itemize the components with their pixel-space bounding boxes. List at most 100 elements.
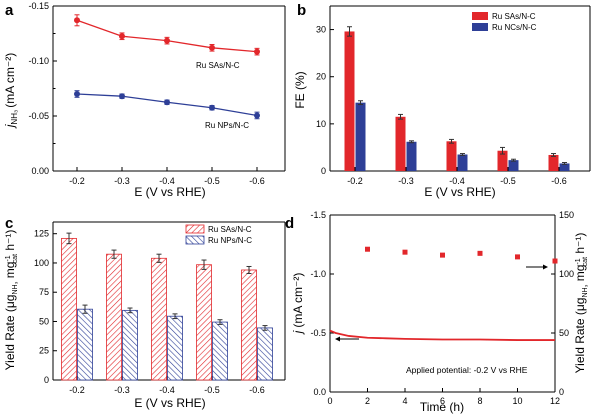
bar [122, 309, 138, 381]
y-label-sup: -1 [5, 255, 12, 261]
current-density-line [329, 329, 555, 341]
x-tick-label: -0.5 [204, 176, 220, 186]
y-axis-label: FE (%) [293, 71, 307, 108]
y-tick-label: 0.0 [313, 387, 326, 397]
y-tick-label: 125 [34, 229, 49, 239]
legend-label: Ru NPs/N-C [208, 236, 252, 245]
annotation: Applied potential: -0.2 V vs RHE [406, 365, 528, 375]
yield-rate-point [552, 258, 558, 264]
x-tick-label: -0.2 [69, 385, 85, 395]
bar [508, 160, 519, 171]
y-right-label-end: h⁻¹) [573, 233, 587, 257]
y-tick-label: -0.10 [28, 56, 49, 66]
series-label: Ru SAs/N-C [196, 61, 240, 70]
y-right-tick-label: 150 [559, 210, 574, 220]
panel-letter-d: d [285, 215, 294, 232]
x-tick-label: 6 [440, 396, 445, 406]
y-axis-label: j (mA cm⁻²) [291, 273, 305, 336]
y-tick-label: 10 [316, 119, 326, 129]
y-label-main: FE (%) [293, 71, 307, 108]
bar [167, 315, 183, 381]
y-axis-label: Yield Rate (μgNH₃ mg-1cat h⁻¹) [3, 230, 19, 371]
x-tick-label: -0.5 [204, 385, 220, 395]
y-right-label-sub: NH₃ [582, 284, 589, 297]
data-point [209, 44, 215, 51]
x-tick-label: 8 [477, 396, 482, 406]
x-axis-label: Time (h) [420, 400, 464, 414]
legend-swatch [185, 235, 205, 245]
bar [151, 257, 167, 381]
bar [406, 141, 417, 171]
y-label-sub: NH₃ [10, 110, 19, 125]
bar [241, 269, 257, 381]
bar [548, 154, 559, 171]
data-point [74, 91, 80, 97]
data-point [119, 93, 125, 100]
y-tick-label: 20 [316, 72, 326, 82]
bar [395, 116, 406, 171]
y-tick-label: 30 [316, 25, 326, 35]
y-tick-label: 0.00 [31, 166, 49, 176]
panel-letter-b: b [297, 2, 306, 19]
x-tick-label: -0.2 [69, 176, 85, 186]
x-tick-label: 0 [327, 396, 332, 406]
x-tick-label: -0.4 [159, 176, 175, 186]
y-right-tick-label: 50 [559, 328, 569, 338]
data-point [119, 33, 125, 40]
bar [61, 237, 77, 381]
bar [77, 308, 93, 381]
x-tick-label: -0.3 [114, 385, 130, 395]
arrow-left-head [335, 336, 340, 342]
y-right-label-sub2: cat [582, 257, 589, 266]
y-tick-label: -1.0 [310, 269, 326, 279]
x-tick-label: 10 [512, 396, 522, 406]
y-tick-label: -1.5 [310, 210, 326, 220]
y-label-mid: mg [3, 262, 17, 282]
yield-rate-point [477, 250, 483, 256]
legend-label: Ru SAs/N-C [492, 12, 536, 21]
x-axis-label: E (V vs RHE) [134, 396, 205, 410]
bar [212, 321, 228, 381]
bar [446, 141, 457, 171]
y-tick-label: -0.15 [28, 1, 49, 11]
legend-swatch [472, 23, 488, 31]
panel-letter-a: a [5, 2, 14, 19]
bar [196, 264, 212, 381]
panel-b: b -0.2 -0.3 -0.4 -0.5 -0.6 0 10 20 30 E (V vs RHE)… [293, 2, 591, 199]
data-point [254, 112, 260, 119]
legend-swatch [185, 224, 205, 234]
series-label: Ru NPs/N-C [205, 121, 249, 130]
y-label-unit: (mA cm⁻²) [3, 53, 17, 108]
y-label-sub2: cat [12, 254, 19, 263]
y-tick-label: 50 [39, 316, 49, 326]
x-tick-label: -0.4 [159, 385, 175, 395]
bar [257, 327, 273, 381]
panel-letter-c: c [5, 215, 13, 232]
series-line [76, 19, 258, 53]
yield-rate-point [402, 249, 408, 255]
bar [559, 163, 570, 171]
yield-rate-point [515, 254, 520, 260]
y-tick-label: 75 [39, 287, 49, 297]
y-axis-label: Yield Rate (μgNH₃ mg-1cat h⁻¹) [573, 233, 589, 374]
x-tick-label: -0.3 [114, 176, 130, 186]
x-axis-label: E (V vs RHE) [424, 185, 495, 199]
legend-label: Ru SAs/N-C [208, 225, 252, 234]
y-tick-label: 25 [39, 346, 49, 356]
x-axis-label: E (V vs RHE) [134, 185, 205, 199]
y-right-label-mid: mg [573, 265, 587, 285]
bar [106, 253, 122, 381]
x-tick-label: -0.6 [551, 176, 567, 186]
y-label-sub: NH₃ [12, 281, 19, 294]
y-label-main: Yield Rate (μg [3, 295, 17, 371]
y-label-end: h⁻¹) [3, 230, 17, 254]
x-tick-label: -0.6 [249, 176, 265, 186]
arrow-right-head [543, 264, 548, 270]
bar [344, 31, 355, 172]
x-tick-label: -0.3 [398, 176, 414, 186]
y-label-unit: (mA cm⁻²) [291, 273, 305, 328]
yield-rate-point [365, 246, 370, 252]
bar [497, 150, 508, 171]
